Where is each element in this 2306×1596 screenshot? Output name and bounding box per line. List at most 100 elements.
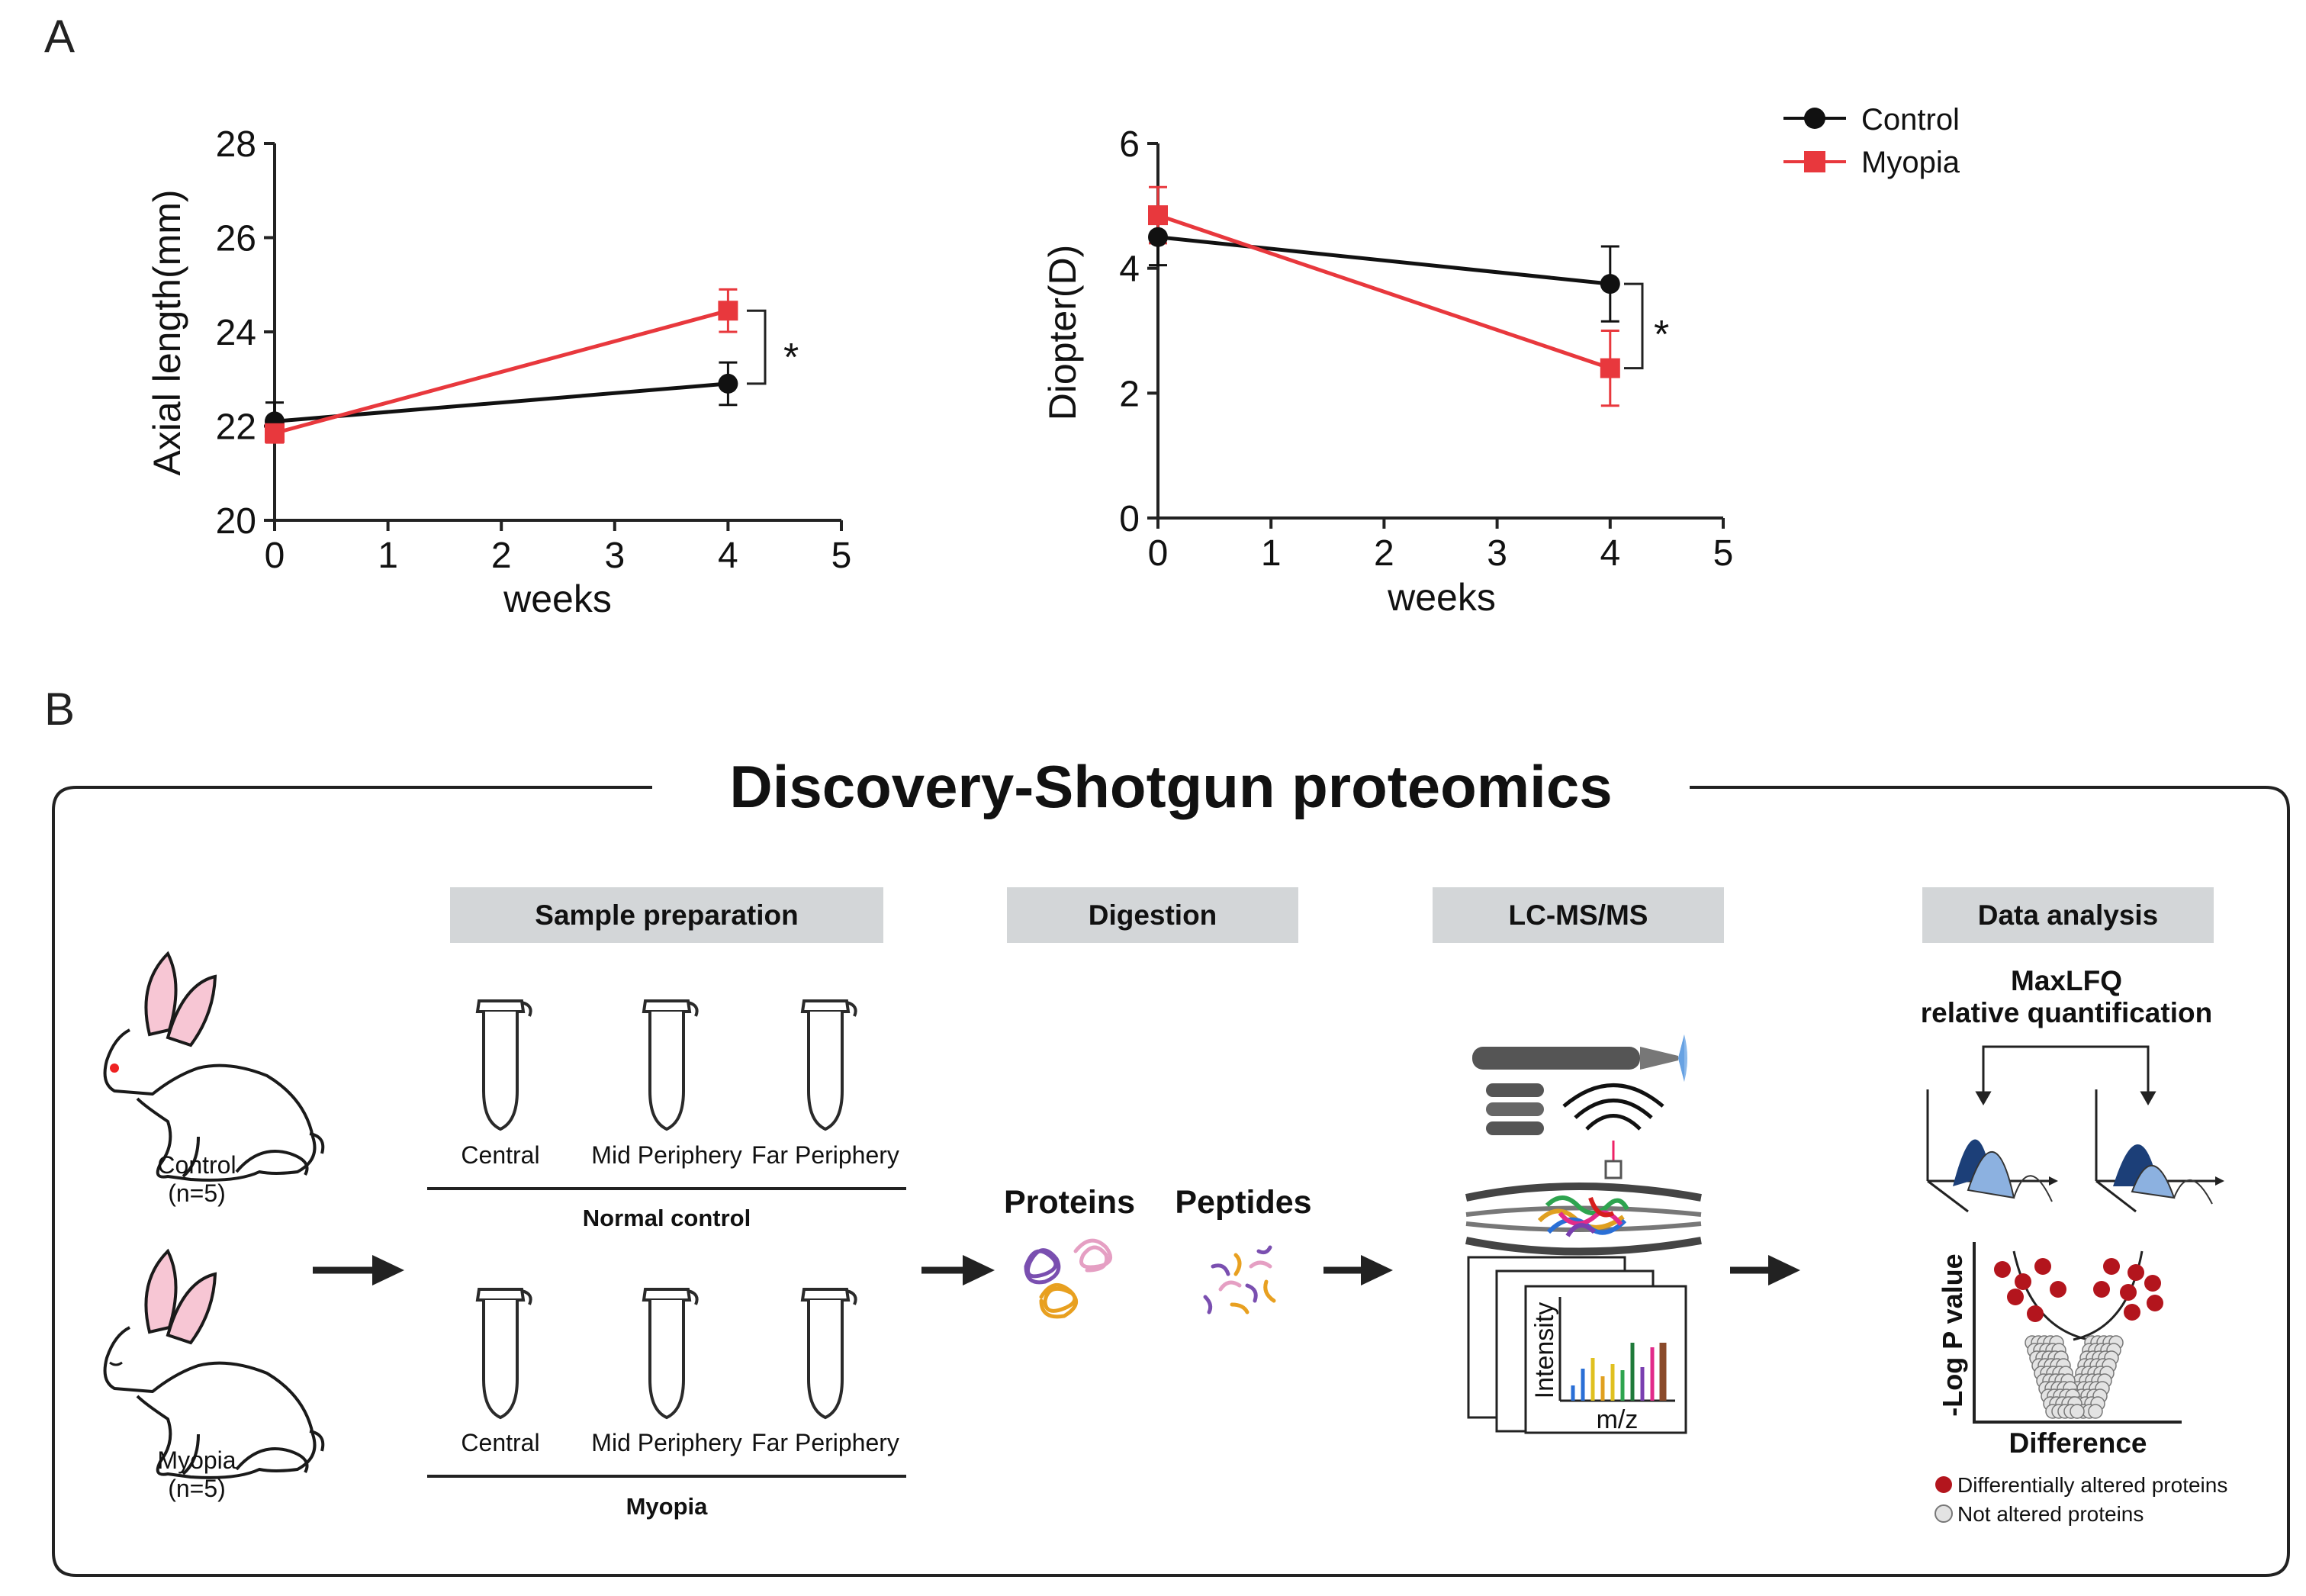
- altered-dot-icon: [1935, 1476, 1952, 1493]
- peptides-icon: [1203, 1245, 1276, 1314]
- spectrum-ylabel: Intensity: [1530, 1302, 1559, 1399]
- panel-b-frame: [52, 786, 2290, 1577]
- legend: Control Myopia: [1783, 103, 1960, 179]
- arrow-right-icon: [1323, 1255, 1393, 1285]
- altered-protein-dot: [2027, 1305, 2044, 1322]
- tube-label-far-periphery: Far Periphery: [751, 1429, 899, 1456]
- tube-icon: [801, 999, 857, 1131]
- legend-control-label: Control: [1861, 103, 1960, 137]
- rabbit-myopia-icon: [103, 1250, 325, 1479]
- lc-column-icon: [1472, 1035, 1687, 1082]
- altered-protein-dot: [2147, 1295, 2163, 1311]
- volcano-ylabel: -Log P value: [1937, 1253, 1968, 1416]
- y-axis-label: Axial length(mm): [146, 189, 188, 475]
- x-axis-label: weeks: [503, 578, 612, 620]
- signal-icon: [1562, 1083, 1664, 1179]
- tube-label-central: Central: [461, 1429, 539, 1456]
- tube-label-far-periphery: Far Periphery: [751, 1141, 899, 1169]
- data-point-myopia: [1600, 358, 1620, 378]
- data-point-control: [1148, 227, 1168, 247]
- proteins-label: Proteins: [1004, 1184, 1135, 1221]
- y-tick-label: 6: [1119, 124, 1140, 165]
- data-point-control: [718, 373, 738, 394]
- peak-plot-left: [1926, 1089, 2058, 1213]
- x-tick-label: 0: [265, 536, 285, 576]
- legend-altered-label: Differentially altered proteins: [1957, 1473, 2227, 1497]
- significance-star: *: [783, 336, 799, 380]
- altered-protein-dot: [2120, 1284, 2137, 1301]
- myopia-group-name: Myopia: [157, 1446, 236, 1474]
- data-point-myopia: [265, 423, 285, 443]
- series-line-myopia: [274, 308, 729, 436]
- not-altered-protein-dot: [2088, 1404, 2103, 1419]
- legend-not-altered-label: Not altered proteins: [1957, 1502, 2144, 1526]
- significance-bracket: [747, 309, 767, 385]
- x-tick-label: 3: [604, 536, 625, 576]
- volcano-plot: -Log P value Difference: [1937, 1242, 2182, 1459]
- data-point-control: [1600, 274, 1620, 294]
- x-tick-label: 1: [1261, 533, 1282, 574]
- significance-bracket: [1624, 282, 1644, 370]
- peak-plot-right: [2095, 1089, 2224, 1213]
- panel-b-label: B: [44, 684, 75, 735]
- series-line-myopia: [1157, 213, 1611, 370]
- tube-icon: [801, 1288, 857, 1419]
- arrow-right-icon: [313, 1255, 404, 1285]
- panel-a-label: A: [44, 11, 75, 62]
- x-tick-label: 4: [1600, 533, 1620, 574]
- tube-icon: [476, 999, 532, 1131]
- tube-label-mid-periphery: Mid Periphery: [591, 1429, 741, 1456]
- spectrum-plot: Intensity m/z: [1467, 1256, 1687, 1434]
- control-group-n: (n=5): [168, 1179, 226, 1207]
- instrument-icon: [1486, 1083, 1544, 1135]
- not-altered-dot-icon: [1935, 1504, 1953, 1523]
- altered-protein-dot: [2144, 1275, 2161, 1292]
- x-tick-label: 1: [378, 536, 398, 576]
- legend-control-marker: [1804, 108, 1825, 129]
- x-axis-label: weeks: [1387, 576, 1496, 619]
- group-label-normal-control: Normal control: [583, 1205, 751, 1231]
- panel-b-title: Discovery-Shotgun proteomics: [729, 753, 1612, 820]
- x-tick-label: 0: [1148, 533, 1169, 574]
- series-line-control: [274, 381, 728, 423]
- tube-icon: [642, 999, 699, 1131]
- y-tick-label: 20: [216, 501, 256, 542]
- y-tick-label: 26: [216, 219, 256, 259]
- significance-star: *: [1654, 313, 1669, 357]
- control-group-name: Control: [157, 1151, 236, 1179]
- altered-protein-dot: [2050, 1281, 2066, 1298]
- proteins-icon: [1024, 1238, 1113, 1319]
- altered-protein-dot: [2128, 1264, 2144, 1281]
- y-tick-label: 4: [1119, 249, 1140, 290]
- tube-icon: [476, 1288, 532, 1419]
- step-label: Sample preparation: [535, 899, 798, 931]
- data-point-myopia: [1148, 205, 1168, 226]
- tube-icon: [642, 1288, 699, 1419]
- step-header-data-analysis: Data analysis: [1922, 887, 2214, 943]
- y-tick-label: 0: [1119, 499, 1140, 539]
- arrow-right-icon: [921, 1255, 995, 1285]
- step-label: LC-MS/MS: [1509, 899, 1648, 931]
- altered-protein-dot: [2103, 1258, 2120, 1275]
- legend-myopia-marker: [1804, 151, 1825, 172]
- step-label: Digestion: [1089, 899, 1217, 931]
- data-point-myopia: [718, 301, 738, 321]
- y-tick-label: 28: [216, 124, 256, 165]
- step-header-sample-preparation: Sample preparation: [450, 887, 883, 943]
- step-label: Data analysis: [1978, 899, 2159, 931]
- myopia-group-n: (n=5): [168, 1475, 226, 1502]
- step-header-digestion: Digestion: [1007, 887, 1298, 943]
- maxlfq-title: MaxLFQ: [2011, 965, 2122, 996]
- step-header-lcms: LC-MS/MS: [1433, 887, 1724, 943]
- x-tick-label: 4: [718, 536, 738, 576]
- peptides-label: Peptides: [1175, 1184, 1311, 1221]
- chart-diopter: 0 1 2 3 4 5 0 2 4 6 weeks Diopter(D) *: [1041, 124, 1733, 619]
- x-tick-label: 2: [491, 536, 512, 576]
- x-tick-label: 2: [1374, 533, 1394, 574]
- quantification-arrows: [1975, 1045, 2156, 1106]
- volcano-legend: Differentially altered proteins Not alte…: [1935, 1473, 2227, 1526]
- spectrum-xlabel: m/z: [1597, 1405, 1639, 1434]
- altered-protein-dot: [2015, 1273, 2031, 1290]
- arrow-right-icon: [1730, 1255, 1800, 1285]
